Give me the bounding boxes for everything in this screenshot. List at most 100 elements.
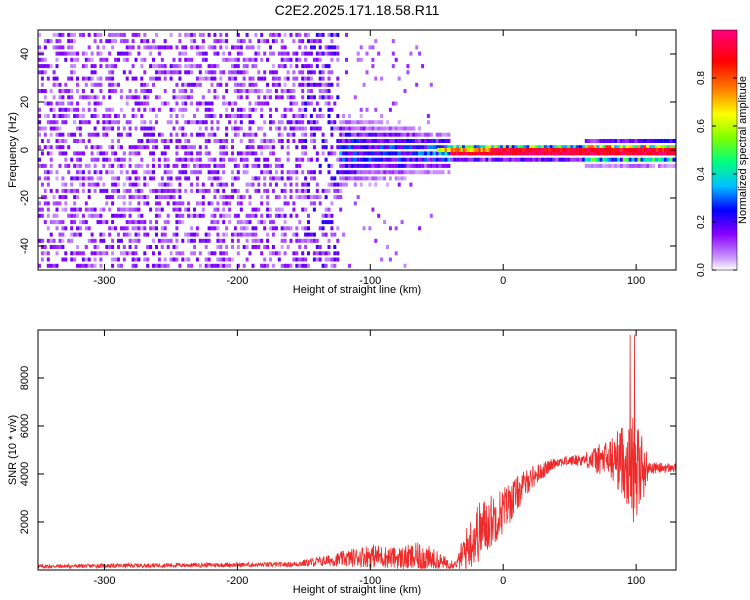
spectrogram-cell [67, 76, 71, 81]
spectrogram-cell [260, 76, 264, 81]
spectrogram-cell [266, 232, 270, 237]
spectrogram-cell [111, 220, 115, 225]
spectrogram-cell [610, 148, 613, 152]
spectrogram-cell [140, 188, 144, 193]
spectrogram-cell [219, 157, 223, 162]
spectrogram-cell [160, 151, 164, 156]
spectrogram-cell [61, 232, 65, 237]
spectrogram-cell [286, 176, 290, 181]
spectrogram-cell [172, 126, 176, 131]
spectrogram-cell [70, 270, 73, 274]
spectrogram-cell [225, 226, 229, 231]
spectrogram-cell [590, 145, 594, 150]
spectrogram-cell [587, 151, 591, 156]
spectrogram-cell [321, 220, 325, 225]
spectrogram-cell [157, 157, 161, 162]
spectrogram-cell [146, 45, 150, 50]
spectrogram-cell [195, 101, 199, 106]
spectrogram-cell [374, 176, 378, 181]
spectrogram-cell [213, 170, 217, 175]
spectrogram-cell [114, 120, 117, 125]
spectrogram-cell [152, 270, 155, 274]
spectrogram-cell [304, 270, 307, 274]
spectrogram-cell [625, 139, 629, 143]
spectrogram-cell [353, 132, 357, 137]
spectrogram-cell [286, 57, 290, 62]
spectrogram-cell [307, 70, 310, 75]
spectrogram-cell [231, 238, 234, 243]
spectrogram-cell [131, 95, 135, 100]
spectrogram-cell [315, 39, 319, 44]
spectrogram-cell [195, 201, 199, 206]
spectrogram-cell [459, 145, 463, 150]
spectrogram-cell [307, 82, 310, 87]
spectrogram-cell [38, 176, 41, 181]
spectrogram-cell [631, 151, 635, 156]
spectrogram-cell [73, 220, 77, 225]
spectrogram-cell [274, 226, 278, 231]
spectrogram-cell [128, 195, 132, 200]
spectrogram-cell [181, 82, 185, 87]
spectrogram-cell [321, 95, 325, 100]
spectrogram-cell [90, 76, 94, 81]
spectrogram-cell [122, 126, 126, 131]
spectrogram-cell [263, 70, 267, 75]
spectrogram-cell [245, 57, 249, 62]
spectrogram-cell [73, 51, 77, 56]
spectrogram-cell [480, 148, 484, 152]
spectrogram-cell [149, 170, 153, 175]
spectrogram-cell [46, 170, 50, 175]
spectrogram-cell [49, 170, 53, 175]
spectrogram-cell [467, 151, 471, 156]
spectrogram-cell [619, 145, 623, 150]
spectrogram-cell [134, 220, 138, 225]
spectrogram-cell [342, 232, 346, 237]
spectrogram-cell [143, 182, 147, 187]
spectrogram-cell [236, 82, 240, 87]
spectrogram-cell [236, 70, 240, 75]
spectrogram-cell [210, 45, 214, 50]
spectrogram-cell [73, 32, 77, 37]
spectrogram-cell [280, 232, 284, 237]
spectrogram-cell [365, 170, 369, 175]
spectrogram-cell [108, 195, 112, 200]
spectrogram-cell [593, 145, 597, 150]
spectrogram-cell [669, 151, 673, 156]
spectrogram-cell [201, 120, 205, 125]
spectrogram-cell [529, 145, 533, 150]
spectrogram-cell [43, 64, 47, 69]
spectrogram-cell [114, 213, 117, 218]
spectrogram-cell [204, 139, 208, 143]
spectrogram-cell [286, 145, 290, 150]
spectrogram-cell [181, 107, 185, 112]
spectrogram-cell [78, 132, 82, 137]
spectrogram-cell [40, 238, 44, 243]
spectrogram-cell [260, 145, 264, 150]
spectrogram-cell [122, 114, 126, 118]
spectrogram-cell [283, 82, 287, 87]
spectrogram-cell [301, 126, 305, 131]
spectrogram-cell [58, 89, 62, 93]
spectrogram-cell [242, 195, 246, 200]
spectrogram-cell [228, 263, 232, 268]
spectrogram-cell [298, 32, 302, 37]
spectrogram-cell [134, 89, 138, 93]
spectrogram-cell [342, 114, 346, 118]
spectrogram-cell [403, 132, 407, 137]
spectrogram-cell [137, 51, 141, 56]
spectrogram-cell [108, 120, 112, 125]
spectrogram-cell [198, 45, 202, 50]
spectrogram-cell [184, 101, 188, 106]
spectrogram-cell [400, 170, 404, 175]
spectrogram-cell [52, 126, 56, 131]
spectrogram-cell [81, 120, 85, 125]
spectrogram-cell [309, 120, 313, 125]
spectrogram-cell [160, 176, 164, 181]
spectrogram-cell [152, 163, 155, 168]
spectrogram-cell [248, 114, 252, 118]
spectrogram-cell [649, 151, 653, 156]
spectrogram-cell [105, 64, 109, 69]
spectrogram-cell [143, 257, 147, 262]
spectrogram-cell [155, 220, 158, 225]
